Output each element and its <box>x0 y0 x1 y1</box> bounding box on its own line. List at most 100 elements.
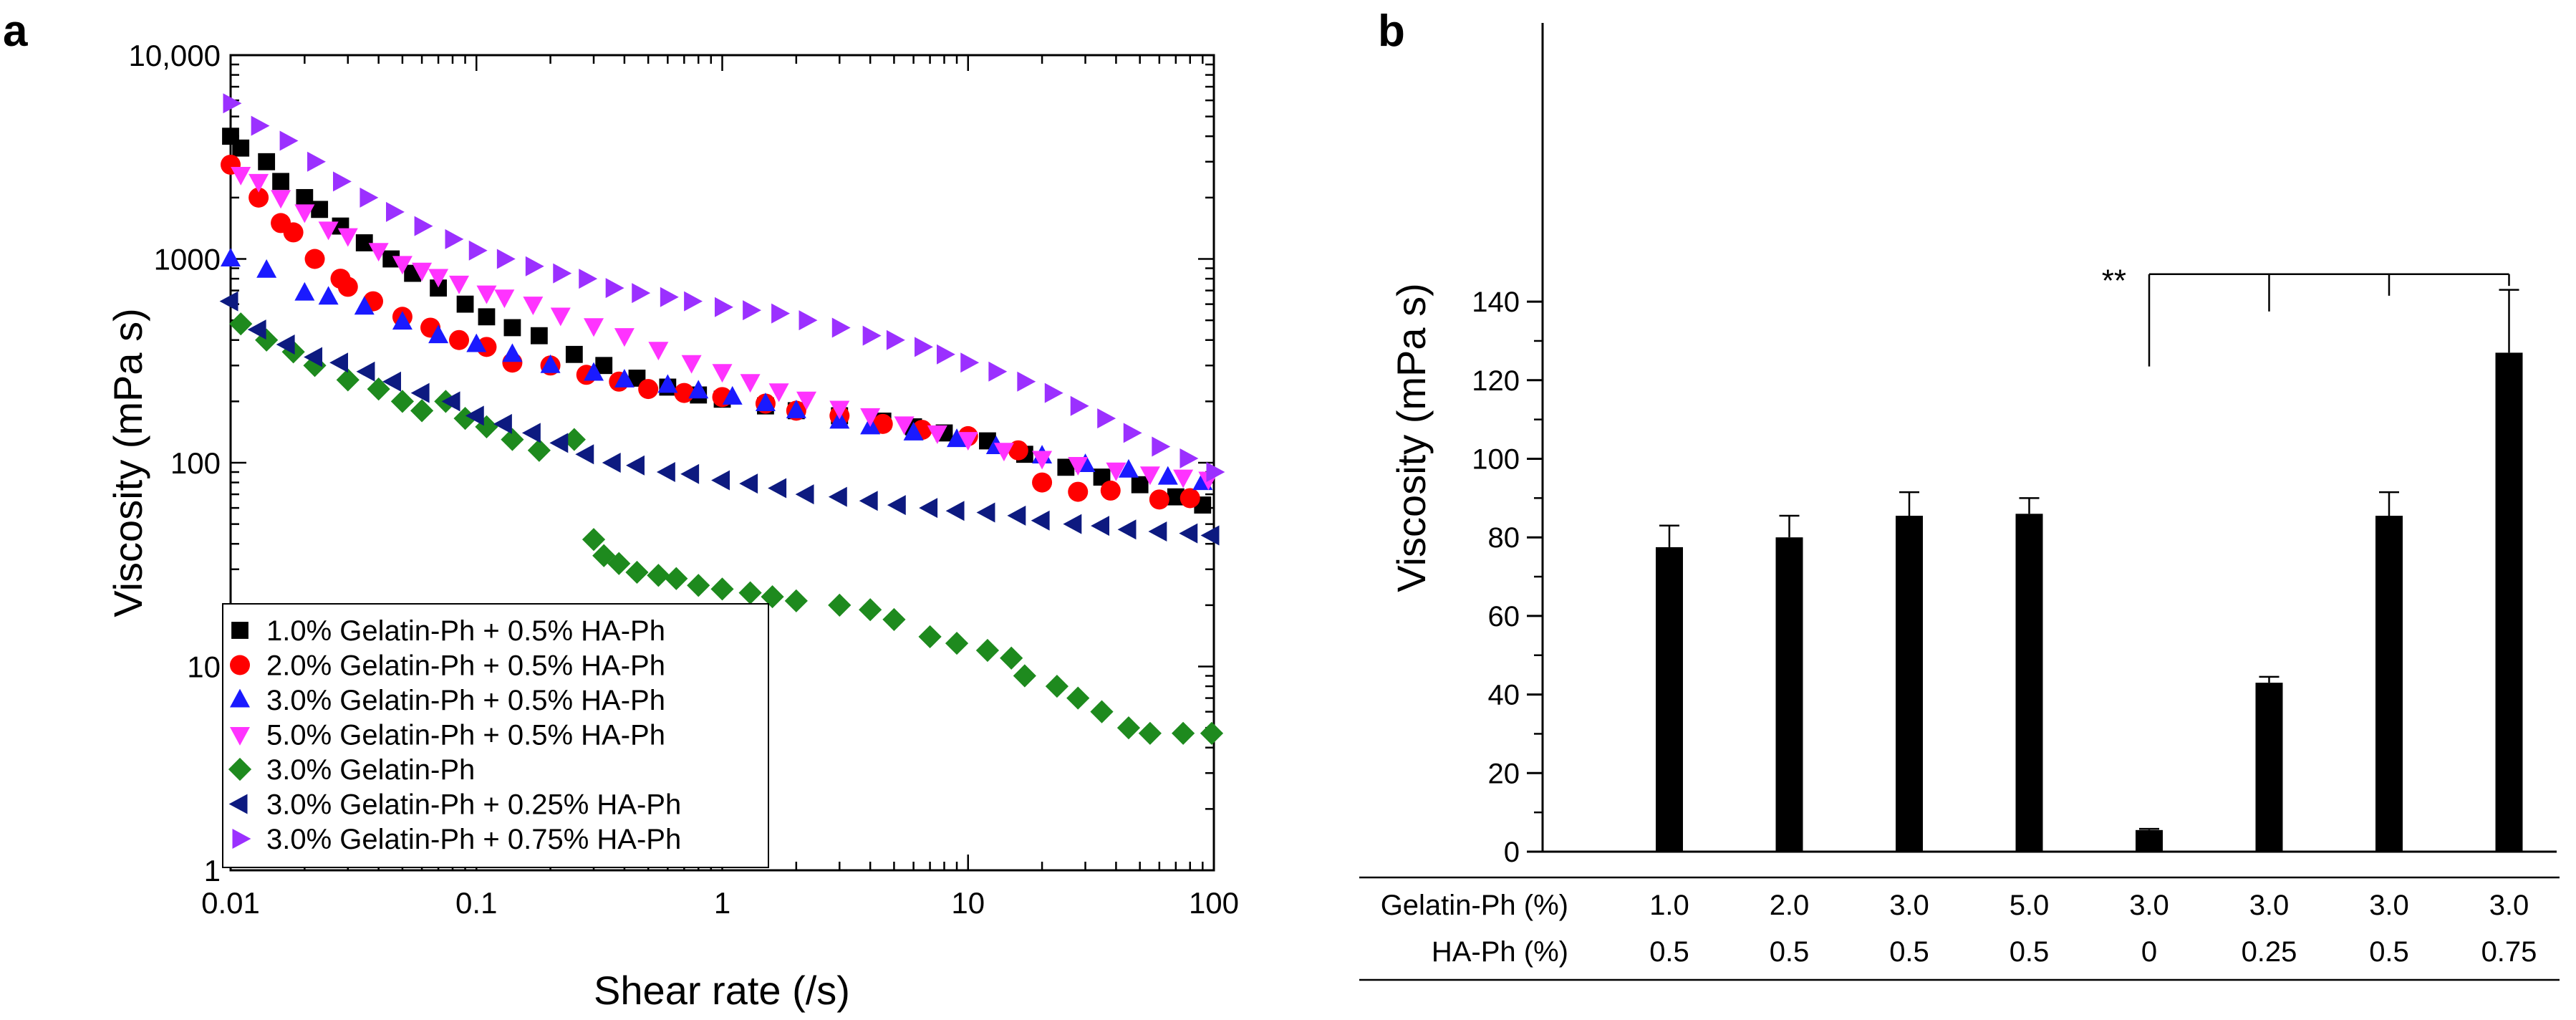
data-point <box>887 495 906 516</box>
data-point <box>303 354 327 377</box>
legend-marker <box>231 622 249 639</box>
data-point <box>494 289 515 309</box>
data-point <box>527 438 551 462</box>
bar <box>2136 829 2163 852</box>
ha-value: 0.5 <box>1649 936 1689 968</box>
data-point <box>525 256 544 276</box>
data-point <box>249 187 269 208</box>
data-point <box>1180 488 1200 509</box>
data-point <box>975 638 1000 663</box>
data-point <box>602 453 621 473</box>
data-point <box>1032 451 1053 470</box>
data-point <box>1131 476 1149 494</box>
data-point <box>1106 462 1127 481</box>
panel-b-row-label-ha: HA-Ph (%) <box>1432 936 1568 968</box>
data-point <box>276 335 295 355</box>
data-point <box>1057 458 1075 476</box>
data-point <box>755 393 776 411</box>
ha-value: 0.5 <box>1770 936 1810 968</box>
legend-marker <box>228 794 248 814</box>
data-point <box>743 300 762 321</box>
data-point <box>945 631 969 655</box>
data-point <box>410 399 434 423</box>
data-point <box>1068 481 1089 502</box>
y-tick-label: 100 <box>170 446 221 480</box>
data-point <box>1157 466 1178 485</box>
ha-value: 0 <box>2141 936 2157 968</box>
data-point <box>1179 523 1198 544</box>
gelatin-value: 3.0 <box>2249 890 2290 921</box>
data-point <box>231 166 251 186</box>
data-point <box>648 342 669 361</box>
y-tick-label: 40 <box>1488 680 1520 711</box>
data-point <box>795 484 814 505</box>
data-point <box>859 598 882 622</box>
data-point <box>318 286 339 305</box>
data-point <box>680 463 700 484</box>
data-point <box>872 413 893 434</box>
data-point <box>256 259 277 278</box>
data-point <box>647 564 670 587</box>
data-point <box>466 333 487 352</box>
data-point <box>1138 721 1162 745</box>
legend-marker <box>230 688 250 708</box>
data-point <box>915 337 933 357</box>
data-point <box>862 325 882 346</box>
data-point <box>221 248 241 266</box>
data-point <box>674 382 695 403</box>
series-6 <box>219 291 1220 546</box>
data-point <box>1172 721 1195 745</box>
data-point <box>575 444 594 465</box>
data-point <box>412 262 433 282</box>
data-point <box>453 407 477 430</box>
panel-b-y-axis-label: Viscosity (mPa s) <box>1389 283 1434 592</box>
data-point <box>1090 700 1114 723</box>
data-point <box>957 432 978 451</box>
legend-entry: 3.0% Gelatin-Ph <box>266 754 475 786</box>
x-tick-label: 0.1 <box>455 886 497 920</box>
data-point <box>625 560 649 584</box>
x-tick-label: 1 <box>714 886 730 920</box>
data-point <box>385 201 405 222</box>
data-point <box>337 276 358 297</box>
gelatin-value: 3.0 <box>2129 890 2169 921</box>
data-point <box>360 187 379 208</box>
panel-b-significance-bracket: ** <box>2102 264 2510 367</box>
data-point <box>936 344 955 365</box>
panel-b-bars <box>1656 289 2523 852</box>
x-tick-label: 10 <box>951 886 985 920</box>
data-point <box>656 462 675 483</box>
data-point <box>945 501 965 521</box>
data-point <box>859 491 878 511</box>
data-point <box>1008 440 1028 461</box>
data-point <box>614 368 635 388</box>
data-point <box>927 425 947 444</box>
data-point <box>919 498 938 519</box>
data-point <box>1007 505 1026 526</box>
data-point <box>799 310 818 331</box>
data-point <box>392 311 413 330</box>
data-point <box>761 584 784 609</box>
data-point <box>1149 489 1169 510</box>
data-point <box>894 416 915 436</box>
data-point <box>1013 664 1036 688</box>
data-point <box>607 552 631 575</box>
y-tick-label: 80 <box>1488 522 1520 554</box>
data-point <box>430 279 447 297</box>
data-point <box>468 240 488 261</box>
bar <box>2015 514 2043 852</box>
data-point <box>960 352 980 373</box>
panel-a-legend: 1.0% Gelatin-Ph + 0.5% HA-Ph2.0% Gelatin… <box>222 603 769 868</box>
ha-value: 0.5 <box>2010 936 2050 968</box>
data-point <box>1118 458 1139 478</box>
data-point <box>562 428 586 451</box>
data-point <box>367 377 390 401</box>
data-point <box>304 347 323 367</box>
data-point <box>294 282 315 301</box>
data-point <box>595 357 613 375</box>
data-point <box>318 221 339 241</box>
data-point <box>684 291 703 312</box>
legend-entry: 3.0% Gelatin-Ph + 0.25% HA-Ph <box>266 789 681 821</box>
gelatin-value: 3.0 <box>2489 890 2529 921</box>
data-point <box>1031 510 1050 531</box>
